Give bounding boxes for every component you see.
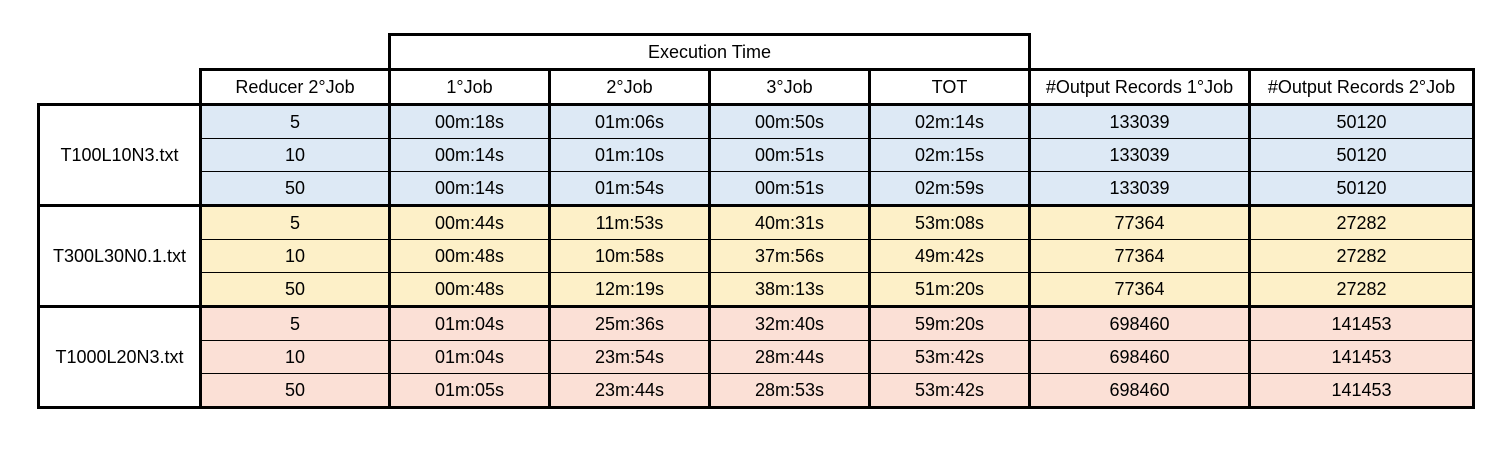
file-name-cell: T100L10N3.txt: [37, 103, 202, 207]
job3-cell: 40m:31s: [708, 204, 871, 240]
job1-cell: 01m:04s: [388, 305, 551, 341]
output-records-job2-cell: 27282: [1248, 239, 1475, 273]
reducer-cell: 5: [199, 103, 391, 139]
output-records-job1-cell: 133039: [1028, 171, 1251, 207]
job3-cell: 28m:44s: [708, 340, 871, 374]
column-header-row: Reducer 2°Job 1°Job 2°Job 3°Job TOT #Out…: [39, 68, 1475, 106]
reducer-cell: 5: [199, 305, 391, 341]
column-header-job3: 3°Job: [708, 68, 871, 106]
tot-cell: 53m:08s: [868, 204, 1031, 240]
job3-cell: 37m:56s: [708, 239, 871, 273]
execution-time-header: Execution Time: [388, 33, 1031, 71]
file-name-cell: T1000L20N3.txt: [37, 305, 202, 409]
column-header-reducer: Reducer 2°Job: [199, 68, 391, 106]
output-records-job1-cell: 698460: [1028, 305, 1251, 341]
job2-cell: 01m:54s: [548, 171, 711, 207]
job2-cell: 11m:53s: [548, 204, 711, 240]
table-row: 50 00m:48s 12m:19s 38m:13s 51m:20s 77364 27282: [39, 272, 1475, 308]
job2-cell: 12m:19s: [548, 272, 711, 308]
reducer-cell: 10: [199, 340, 391, 374]
job1-cell: 00m:44s: [388, 204, 551, 240]
output-records-job1-cell: 77364: [1028, 239, 1251, 273]
job1-cell: 00m:48s: [388, 239, 551, 273]
column-header-output-records-job2: #Output Records 2°Job: [1248, 68, 1475, 106]
tot-cell: 49m:42s: [868, 239, 1031, 273]
job1-cell: 01m:05s: [388, 373, 551, 409]
execution-time-header-row: Execution Time: [39, 33, 1474, 71]
table-row: 10 01m:04s 23m:54s 28m:44s 53m:42s 698460 1414…: [39, 340, 1475, 374]
output-records-job1-cell: 698460: [1028, 373, 1251, 409]
job2-cell: 01m:06s: [548, 103, 711, 139]
job3-cell: 00m:51s: [708, 138, 871, 172]
table-row: 50 01m:05s 23m:44s 28m:53s 53m:42s 698460 1414…: [39, 373, 1475, 409]
table-row: T100L10N3.txt 5 00m:18s 01m:06s 00m:50s 02m:1…: [37, 103, 1475, 207]
column-header-output-records-job1: #Output Records 1°Job: [1028, 68, 1251, 106]
output-records-job2-cell: 50120: [1248, 138, 1475, 172]
table-row: T300L30N0.1.txt 5 00m:44s 11m:53s 40m:31s 53m…: [37, 204, 1475, 308]
output-records-job2-cell: 27282: [1248, 272, 1475, 308]
output-records-job1-cell: 77364: [1028, 272, 1251, 308]
tot-cell: 02m:59s: [868, 171, 1031, 207]
table-row: T1000L20N3.txt 5 01m:04s 25m:36s 32m:40s 59m:…: [37, 305, 1475, 409]
tot-cell: 02m:15s: [868, 138, 1031, 172]
column-header-tot: TOT: [868, 68, 1031, 106]
tot-cell: 59m:20s: [868, 305, 1031, 341]
job1-cell: 00m:14s: [388, 171, 551, 207]
reducer-cell: 50: [199, 272, 391, 308]
output-records-job2-cell: 27282: [1248, 204, 1475, 240]
output-records-job1-cell: 133039: [1028, 138, 1251, 172]
output-records-job2-cell: 141453: [1248, 305, 1475, 341]
tot-cell: 02m:14s: [868, 103, 1031, 139]
reducer-cell: 10: [199, 138, 391, 172]
reducer-cell: 50: [199, 373, 391, 409]
output-records-job2-cell: 50120: [1248, 171, 1475, 207]
output-records-job2-cell: 141453: [1248, 340, 1475, 374]
job3-cell: 28m:53s: [708, 373, 871, 409]
reducer-cell: 5: [199, 204, 391, 240]
job2-cell: 01m:10s: [548, 138, 711, 172]
job1-cell: 00m:18s: [388, 103, 551, 139]
output-records-job1-cell: 77364: [1028, 204, 1251, 240]
job1-cell: 01m:04s: [388, 340, 551, 374]
tot-cell: 53m:42s: [868, 340, 1031, 374]
job3-cell: 00m:50s: [708, 103, 871, 139]
reducer-cell: 10: [199, 239, 391, 273]
job1-cell: 00m:14s: [388, 138, 551, 172]
table-row: 50 00m:14s 01m:54s 00m:51s 02m:59s 133039 5012…: [39, 171, 1475, 207]
job3-cell: 38m:13s: [708, 272, 871, 308]
job2-cell: 25m:36s: [548, 305, 711, 341]
output-records-job2-cell: 50120: [1248, 103, 1475, 139]
results-table: Execution Time Reducer 2°Job 1°Job 2°Job…: [37, 33, 1475, 409]
job2-cell: 10m:58s: [548, 239, 711, 273]
output-records-job1-cell: 698460: [1028, 340, 1251, 374]
reducer-cell: 50: [199, 171, 391, 207]
tot-cell: 53m:42s: [868, 373, 1031, 409]
file-name-cell: T300L30N0.1.txt: [37, 204, 202, 308]
column-header-job1: 1°Job: [388, 68, 551, 106]
tot-cell: 51m:20s: [868, 272, 1031, 308]
table-row: 10 00m:14s 01m:10s 00m:51s 02m:15s 133039 5012…: [39, 138, 1475, 172]
job1-cell: 00m:48s: [388, 272, 551, 308]
column-header-job2: 2°Job: [548, 68, 711, 106]
table-row: 10 00m:48s 10m:58s 37m:56s 49m:42s 77364 27282: [39, 239, 1475, 273]
job3-cell: 32m:40s: [708, 305, 871, 341]
output-records-job2-cell: 141453: [1248, 373, 1475, 409]
job2-cell: 23m:54s: [548, 340, 711, 374]
job3-cell: 00m:51s: [708, 171, 871, 207]
job2-cell: 23m:44s: [548, 373, 711, 409]
output-records-job1-cell: 133039: [1028, 103, 1251, 139]
